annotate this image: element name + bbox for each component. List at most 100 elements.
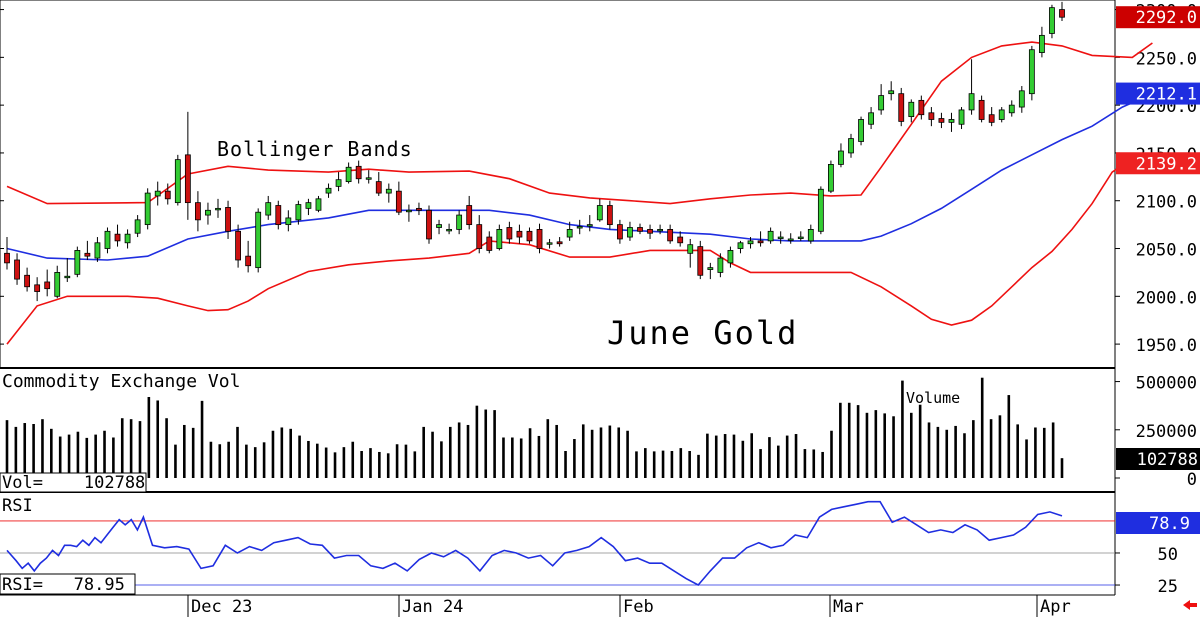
volume-bar <box>581 424 585 478</box>
candle <box>345 162 352 184</box>
volume-bar <box>1025 439 1028 478</box>
volume-bar <box>307 440 310 478</box>
candle-body <box>1059 9 1065 18</box>
chart-title: June Gold <box>607 314 798 352</box>
volume-bar <box>200 400 204 478</box>
rsi-axis-ticks: 50 25 <box>0 520 1178 597</box>
volume-bar <box>404 444 408 478</box>
candle <box>476 215 483 254</box>
volume-bar <box>874 410 878 478</box>
volume-bar <box>58 436 62 478</box>
candle-body <box>64 275 71 279</box>
volume-bar <box>812 449 816 478</box>
volume-bar <box>227 441 230 478</box>
candle-body <box>215 207 221 211</box>
candle <box>998 107 1005 123</box>
volume-bar <box>626 430 629 478</box>
volume-bar <box>546 419 550 478</box>
candle <box>928 107 935 127</box>
candle <box>84 240 91 260</box>
volume-bar <box>652 451 656 478</box>
candle <box>1039 26 1045 58</box>
rsi-last-value-box <box>1116 512 1200 534</box>
volume-bar <box>67 434 71 478</box>
volume-bar <box>573 439 576 478</box>
volume-bar <box>351 441 355 478</box>
volume-bar <box>271 430 275 478</box>
volume-bar <box>1051 422 1055 478</box>
bollinger-lower-band <box>6 162 1153 345</box>
volume-bar <box>892 416 895 478</box>
candle-body <box>777 236 784 239</box>
candle-body <box>727 250 734 264</box>
candle-body <box>677 236 684 244</box>
candle <box>828 160 834 194</box>
candle <box>64 258 71 282</box>
candle-body <box>938 118 945 123</box>
candle-body <box>546 242 553 245</box>
candle-body <box>1049 7 1055 34</box>
candle-body <box>596 205 603 221</box>
candle-body <box>4 252 10 264</box>
candle <box>647 224 653 239</box>
volume-bar <box>954 425 957 478</box>
volume-bar <box>386 453 390 478</box>
candle-body <box>114 233 121 242</box>
candle-body <box>305 202 312 209</box>
candle <box>657 224 663 235</box>
volume-bar <box>298 435 301 478</box>
candle <box>436 219 442 235</box>
volume-bar <box>865 412 869 478</box>
candle-body <box>466 205 473 226</box>
candle <box>677 231 684 247</box>
volume-bar <box>262 442 266 478</box>
candle <box>174 154 181 206</box>
volume-bar <box>76 431 80 478</box>
bollinger-upper-band <box>6 41 1153 205</box>
price-tick-label: 2050.0 <box>1136 241 1197 261</box>
candle <box>576 219 583 235</box>
volume-bar <box>395 444 399 478</box>
volume-bar <box>280 427 284 478</box>
candle-body <box>456 214 463 230</box>
volume-bar <box>431 431 434 478</box>
candle <box>586 215 593 232</box>
volume-bar <box>112 437 115 478</box>
volume-bar <box>945 429 949 478</box>
candle <box>385 183 392 203</box>
candle-body <box>1008 104 1015 114</box>
candle <box>14 253 20 285</box>
candle-body <box>265 202 272 216</box>
candle <box>637 223 643 235</box>
candle <box>687 238 694 268</box>
volume-bar <box>980 377 984 478</box>
scroll-left-arrow-icon[interactable] <box>1183 600 1197 610</box>
candle <box>516 224 523 244</box>
candle-body <box>74 250 81 275</box>
candle-body <box>245 255 252 267</box>
candle <box>205 202 211 225</box>
volume-bar <box>85 437 89 478</box>
volume-bar <box>661 450 665 478</box>
candle <box>265 195 272 220</box>
candle <box>606 200 613 230</box>
candle <box>958 107 965 130</box>
volume-bar <box>342 447 346 478</box>
candle-body <box>898 93 905 122</box>
candle <box>546 238 553 249</box>
candle <box>134 215 141 238</box>
volume-bar <box>555 424 558 478</box>
candle-body <box>968 93 975 111</box>
volume-bar <box>777 445 780 478</box>
candle-body <box>446 229 452 232</box>
candle-body <box>426 209 432 240</box>
candle <box>797 231 804 241</box>
candle-body <box>325 187 332 194</box>
candle-body <box>526 230 533 242</box>
price-axis-labels: 2292.0 2212.1 2139.2 <box>1116 6 1200 175</box>
price-tick-label: 2100.0 <box>1136 193 1197 213</box>
candle-body <box>285 217 292 226</box>
candle-body <box>124 233 131 244</box>
volume-bar <box>847 402 851 478</box>
